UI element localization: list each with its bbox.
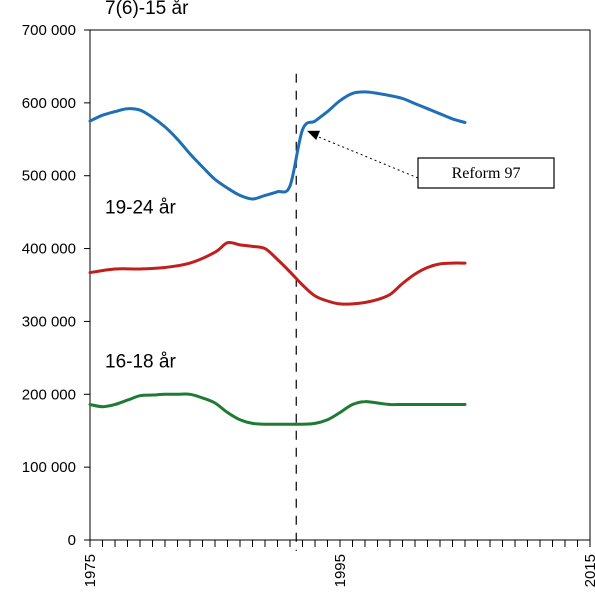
y-tick-label: 600 000 <box>22 95 76 112</box>
series-label: 19-24 år <box>105 198 176 219</box>
series-label: 7(6)-15 år <box>105 0 189 19</box>
series-line-0 <box>88 90 467 201</box>
x-tick-label: 1995 <box>332 554 349 587</box>
y-tick-label: 400 000 <box>22 241 76 258</box>
series-label: 16-18 år <box>105 351 176 372</box>
y-tick-label: 700 000 <box>22 22 76 39</box>
annotation-arrowhead <box>307 130 320 141</box>
plot-frame <box>89 29 591 541</box>
y-tick-label: 0 <box>68 532 76 549</box>
annotation-leader <box>310 133 419 179</box>
series-line-1 <box>88 240 467 306</box>
annotation-label: Reform 97 <box>452 165 521 182</box>
annotation-box <box>417 157 555 189</box>
x-tick-label: 1975 <box>82 554 99 587</box>
series-line-2 <box>88 392 467 426</box>
y-tick-label: 300 000 <box>22 313 76 330</box>
y-tick-label: 200 000 <box>22 386 76 403</box>
x-tick-label: 2015 <box>582 554 595 587</box>
y-tick-label: 100 000 <box>22 459 76 476</box>
y-tick-label: 500 000 <box>22 168 76 185</box>
